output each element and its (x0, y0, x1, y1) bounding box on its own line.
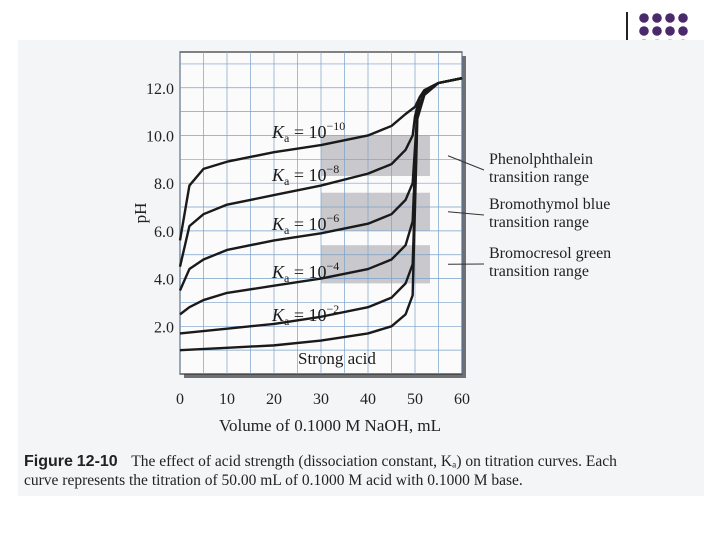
indicator-leader-line (447, 211, 485, 216)
figure-number: 12-10 (76, 453, 118, 470)
figure-word: Figure (24, 453, 73, 470)
decoration-dot (665, 13, 675, 23)
indicator-label-range: transition range (489, 263, 589, 280)
indicator-label: Bromocresol green (489, 245, 611, 262)
indicator-label-range: transition range (489, 214, 589, 231)
x-tick-label: 20 (266, 391, 282, 408)
y-tick-label: 10.0 (146, 128, 174, 145)
x-tick-label: 30 (313, 391, 329, 408)
x-tick-label: 60 (454, 391, 470, 408)
curve-label: Ka = 10−6 (271, 211, 339, 237)
decoration-dot (652, 13, 662, 23)
y-tick-label: 2.0 (154, 319, 174, 336)
y-axis-label: pH (131, 203, 150, 224)
titration-curve (179, 77, 463, 352)
decoration-dot (665, 26, 675, 36)
decoration-dot (639, 13, 649, 23)
figure-caption: Figure 12-10 The effect of acid strength… (24, 452, 704, 490)
indicator-label: Phenolphthalein (489, 151, 593, 168)
caption-line-2: curve represents the titration of 50.00 … (24, 472, 523, 489)
y-tick-label: 12.0 (146, 81, 174, 98)
indicator-label-range: transition range (489, 169, 589, 186)
x-axis-label: Volume of 0.1000 M NaOH, mL (219, 416, 441, 435)
y-tick-label: 6.0 (154, 224, 174, 241)
titration-curve (178, 77, 463, 267)
decoration-dot (652, 26, 662, 36)
x-tick-label: 50 (407, 391, 423, 408)
x-tick-label: 10 (219, 391, 235, 408)
caption-text-1: The effect of acid strength (dissociatio… (131, 453, 617, 470)
y-tick-label: 4.0 (154, 272, 174, 289)
curve-label: Strong acid (298, 349, 376, 368)
curve-label: Ka = 10−2 (271, 302, 339, 328)
caption-line-1: Figure 12-10 The effect of acid strength… (24, 452, 704, 471)
slide-divider-line (626, 12, 628, 48)
x-tick-label: 40 (360, 391, 376, 408)
indicator-label: Bromothymol blue (489, 196, 610, 213)
curve-label: Ka = 10−4 (271, 259, 339, 285)
x-tick-label: 0 (176, 391, 184, 408)
decoration-dot (678, 13, 688, 23)
curve-label: Ka = 10−10 (271, 119, 345, 145)
y-tick-label: 8.0 (154, 176, 174, 193)
decoration-dot (678, 26, 688, 36)
curve-label: Ka = 10−8 (271, 162, 339, 188)
decoration-dot (639, 26, 649, 36)
indicator-leader-line (447, 155, 485, 171)
